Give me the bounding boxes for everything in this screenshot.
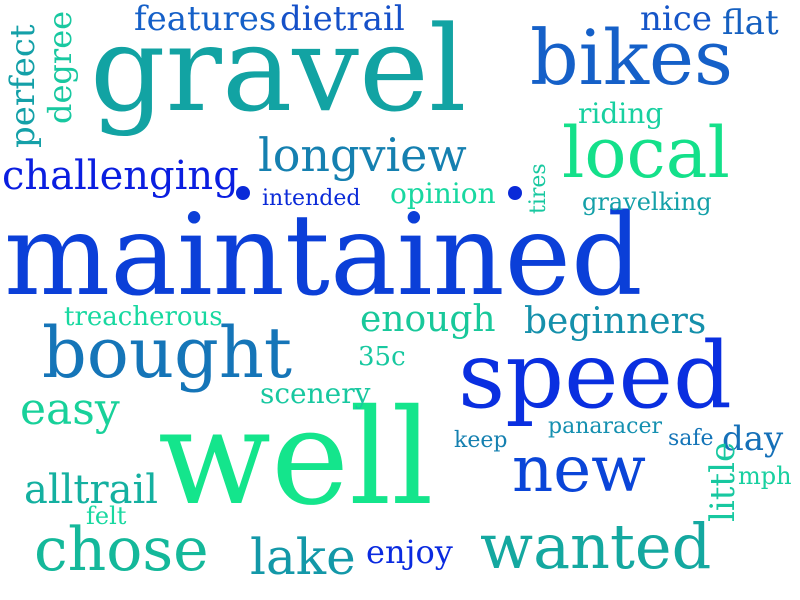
word-degree: degree	[41, 10, 79, 124]
word-gravelking: gravelking	[582, 188, 712, 216]
word-tires: tires	[526, 163, 551, 214]
word-bikes: bikes	[530, 13, 733, 102]
word-easy: easy	[20, 384, 120, 435]
word-local: local	[562, 112, 730, 194]
word-mph: mph	[738, 462, 792, 490]
word-lake: lake	[250, 528, 356, 586]
word-beginners: beginners	[524, 301, 707, 342]
word-gravel: gravel	[90, 0, 467, 138]
word-challenging: challenging	[2, 153, 239, 199]
word-bought: bought	[42, 312, 293, 394]
word-keep: keep	[454, 428, 508, 453]
word-wanted: wanted	[480, 510, 712, 583]
dot-left	[236, 186, 250, 200]
word-panaracer: panaracer	[548, 414, 662, 439]
dot-right	[508, 186, 522, 200]
word-perfect: perfect	[3, 24, 43, 148]
word-enough: enough	[360, 299, 496, 340]
word-enjoy: enjoy	[366, 533, 453, 571]
word-felt: felt	[86, 502, 127, 530]
word-nice: nice	[640, 0, 712, 39]
word-flat: flat	[722, 3, 779, 43]
word-alltrail: alltrail	[24, 467, 159, 513]
word-well: well	[158, 381, 434, 535]
word-speed: speed	[458, 322, 732, 429]
word-treacherous: treacherous	[64, 302, 223, 332]
word-longview: longview	[258, 128, 467, 182]
word-maintained: maintained	[4, 191, 643, 321]
word-intended: intended	[262, 186, 361, 211]
word-opinion: opinion	[390, 177, 496, 210]
word-chose: chose	[34, 515, 209, 585]
word-dietrail: dietrail	[280, 0, 405, 39]
word-riding: riding	[578, 97, 664, 130]
word-new: new	[512, 433, 646, 507]
word-little: little	[703, 441, 743, 522]
word-scenery: scenery	[260, 377, 371, 410]
word-day: day	[722, 419, 784, 459]
word-safe: safe	[668, 426, 714, 451]
word-35c: 35c	[358, 342, 406, 372]
word-features: features	[134, 0, 277, 39]
